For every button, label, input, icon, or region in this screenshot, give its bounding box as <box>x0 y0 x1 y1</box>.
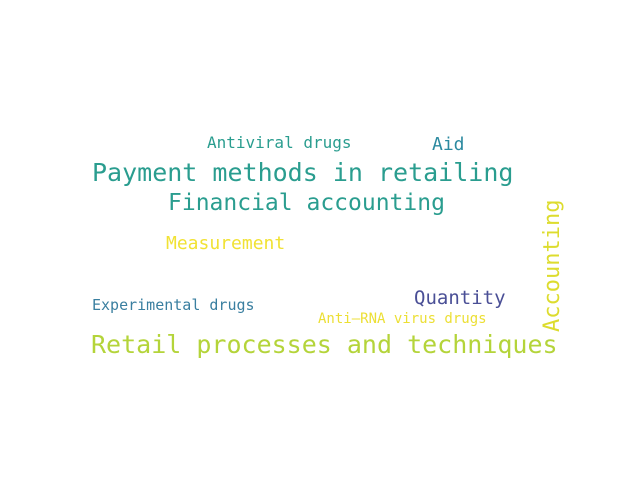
word-aid: Aid <box>432 134 465 155</box>
word-retail-processes-and-techniques: Retail processes and techniques <box>91 330 558 359</box>
word-experimental-drugs: Experimental drugs <box>92 296 255 314</box>
word-antiviral-drugs: Antiviral drugs <box>207 133 352 152</box>
word-accounting: Accounting <box>540 199 565 332</box>
word-financial-accounting: Financial accounting <box>168 190 445 216</box>
word-anti-rna-virus-drugs: Anti–RNA virus drugs <box>318 311 487 327</box>
word-payment-methods-in-retailing: Payment methods in retailing <box>92 158 514 187</box>
word-quantity: Quantity <box>414 287 506 309</box>
word-measurement: Measurement <box>166 233 286 254</box>
